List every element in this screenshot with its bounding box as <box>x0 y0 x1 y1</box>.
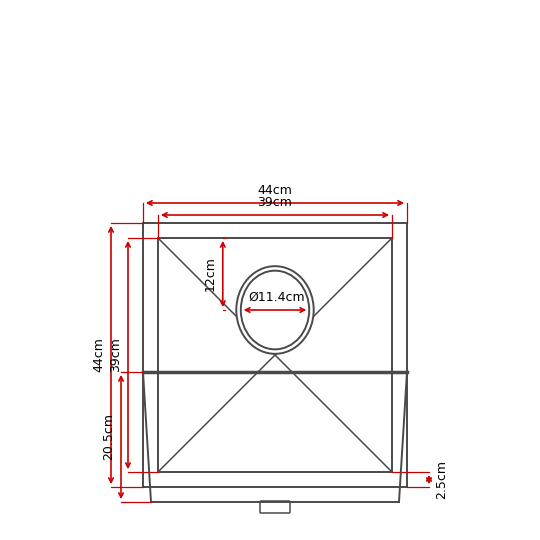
Bar <box>158 238 392 472</box>
Text: Ø11.4cm: Ø11.4cm <box>249 291 305 304</box>
Text: 39cm: 39cm <box>109 338 122 373</box>
FancyBboxPatch shape <box>260 501 290 513</box>
Ellipse shape <box>237 266 314 354</box>
Ellipse shape <box>241 271 309 349</box>
Text: 2.5cm: 2.5cm <box>435 460 448 499</box>
Text: 39cm: 39cm <box>258 196 293 209</box>
Text: 12cm: 12cm <box>204 256 217 292</box>
Text: 44cm: 44cm <box>258 184 293 197</box>
Bar <box>143 223 407 487</box>
Text: 20.5cm: 20.5cm <box>102 414 115 461</box>
Text: 44cm: 44cm <box>92 338 105 373</box>
